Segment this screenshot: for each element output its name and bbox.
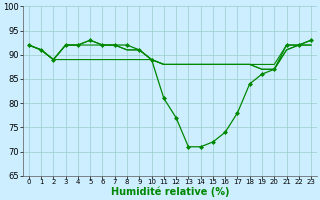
- X-axis label: Humidité relative (%): Humidité relative (%): [111, 187, 229, 197]
